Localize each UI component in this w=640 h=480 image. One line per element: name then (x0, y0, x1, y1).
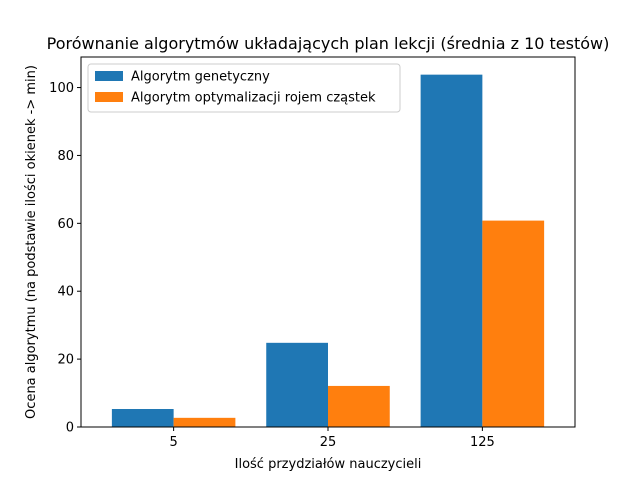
legend-label: Algorytm optymalizacji rojem cząstek (131, 91, 376, 106)
y-axis: 0 20 40 60 80 100 (49, 81, 81, 436)
bar-group (111, 74, 545, 428)
y-tick-label: 0 (66, 421, 74, 436)
y-tick-label: 20 (57, 353, 74, 368)
bar-genetic-125 (420, 74, 483, 428)
x-axis-title: Ilość przydziałów nauczycieli (235, 457, 422, 472)
y-tick-label: 60 (57, 217, 74, 232)
legend-box (87, 63, 401, 113)
y-tick-label: 80 (57, 149, 74, 164)
bar-pso-25 (328, 385, 390, 427)
y-tick-label: 40 (57, 285, 74, 300)
plot-frame (80, 56, 576, 428)
x-tick-label: 25 (320, 435, 337, 450)
x-tick-label: 125 (470, 435, 495, 450)
y-axis-title: Ocena algorytmu (na podstawie ilości oki… (24, 65, 39, 419)
bar-genetic-5 (111, 409, 174, 427)
bar-pso-5 (173, 417, 236, 427)
y-tick-label: 100 (49, 81, 74, 96)
legend-swatch (95, 92, 123, 102)
x-tick-label: 5 (169, 435, 177, 450)
bar-genetic-25 (266, 342, 328, 427)
chart-title: Porównanie algorytmów układających plan … (47, 34, 610, 53)
legend: Algorytm genetyczny Algorytm optymalizacj… (87, 63, 401, 113)
bar-pso-125 (482, 220, 545, 427)
legend-swatch (95, 71, 123, 81)
legend-label: Algorytm genetyczny (131, 70, 270, 85)
x-axis: 5 25 125 (169, 427, 495, 450)
